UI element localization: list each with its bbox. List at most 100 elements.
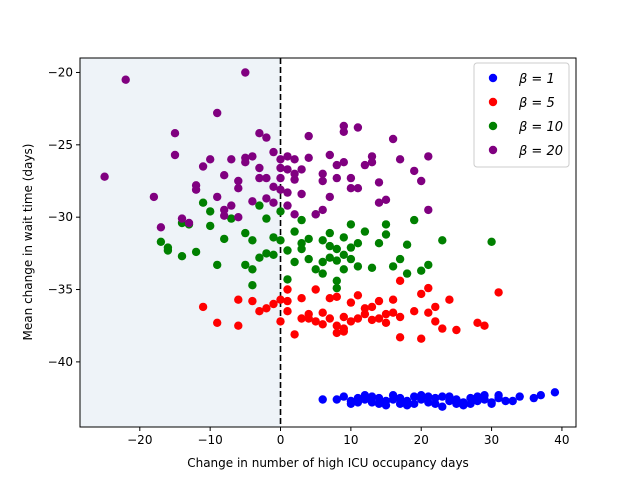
- data-point-series-4: [283, 165, 292, 174]
- data-point-series-4: [177, 214, 187, 223]
- data-point-series-4: [290, 169, 299, 178]
- data-point-series-4: [410, 166, 419, 176]
- x-tick-label: −20: [127, 433, 152, 447]
- data-point-series-4: [184, 218, 194, 228]
- data-point-series-2: [395, 312, 405, 322]
- data-point-series-3: [255, 253, 264, 262]
- data-point-series-1: [353, 398, 363, 407]
- data-point-series-3: [438, 236, 447, 245]
- data-point-series-3: [388, 262, 398, 271]
- data-point-series-2: [325, 294, 334, 303]
- data-point-series-3: [424, 260, 433, 270]
- data-point-series-4: [269, 147, 278, 157]
- legend-label: β = 10: [518, 120, 563, 135]
- data-point-series-3: [206, 207, 215, 216]
- data-point-series-4: [255, 163, 264, 173]
- data-point-series-2: [276, 295, 285, 304]
- data-point-series-3: [213, 260, 222, 270]
- data-point-series-3: [206, 221, 215, 231]
- data-point-series-1: [459, 401, 468, 410]
- data-point-series-3: [241, 228, 250, 238]
- data-point-series-4: [424, 205, 433, 215]
- legend-label: β = 1: [518, 72, 555, 87]
- data-point-series-2: [339, 312, 348, 322]
- data-point-series-1: [332, 395, 341, 404]
- x-tick-label: −10: [197, 433, 222, 447]
- data-point-series-4: [395, 155, 405, 164]
- data-point-series-4: [269, 182, 278, 191]
- data-point-series-4: [276, 155, 285, 164]
- data-point-series-1: [417, 391, 426, 400]
- data-point-series-4: [100, 172, 109, 181]
- data-point-series-2: [367, 315, 377, 325]
- data-point-series-3: [290, 257, 299, 267]
- data-point-series-2: [410, 307, 419, 316]
- data-point-series-4: [156, 223, 166, 232]
- data-point-series-3: [283, 246, 292, 255]
- data-point-series-2: [248, 296, 257, 306]
- data-point-series-2: [304, 314, 313, 323]
- legend-marker: [488, 97, 498, 107]
- data-point-series-4: [227, 155, 236, 164]
- data-point-series-3: [417, 266, 426, 275]
- data-point-series-2: [325, 314, 334, 323]
- data-point-series-1: [388, 391, 398, 400]
- data-point-series-1: [367, 392, 377, 401]
- data-point-series-1: [508, 396, 517, 406]
- data-point-series-3: [276, 236, 285, 245]
- data-point-series-4: [255, 173, 264, 183]
- data-point-series-4: [283, 201, 292, 210]
- data-point-series-2: [353, 314, 363, 323]
- data-point-series-2: [381, 309, 391, 319]
- data-point-series-2: [332, 321, 341, 330]
- data-point-series-2: [198, 302, 208, 312]
- data-point-series-4: [170, 129, 180, 138]
- data-point-series-1: [431, 399, 440, 408]
- data-point-series-3: [339, 265, 348, 274]
- data-point-series-3: [227, 214, 236, 223]
- data-point-series-4: [332, 160, 341, 170]
- data-point-series-1: [480, 391, 489, 400]
- data-point-series-1: [410, 399, 419, 408]
- data-point-series-3: [346, 243, 356, 252]
- x-tick-label: 20: [414, 433, 429, 447]
- data-point-series-4: [346, 184, 356, 193]
- data-point-series-4: [248, 152, 257, 161]
- data-point-series-4: [269, 198, 278, 207]
- data-point-series-2: [417, 289, 426, 299]
- data-point-series-4: [325, 150, 334, 160]
- data-point-series-3: [487, 237, 496, 246]
- data-point-series-4: [121, 75, 130, 84]
- data-point-series-2: [234, 295, 243, 304]
- data-point-series-3: [262, 214, 271, 223]
- data-point-series-4: [241, 68, 250, 77]
- data-point-series-1: [360, 391, 370, 400]
- data-point-series-4: [304, 131, 313, 141]
- data-point-series-3: [269, 233, 278, 242]
- data-point-series-3: [332, 244, 341, 254]
- data-point-series-4: [290, 175, 299, 184]
- data-point-series-4: [191, 185, 201, 194]
- data-point-series-3: [248, 265, 257, 274]
- data-point-series-4: [276, 185, 285, 194]
- x-axis-label: Change in number of high ICU occupancy d…: [187, 456, 469, 470]
- y-tick-label: −40: [48, 355, 73, 369]
- data-point-series-4: [213, 192, 222, 202]
- data-point-series-2: [283, 296, 292, 306]
- data-point-series-4: [255, 129, 264, 138]
- data-point-series-3: [177, 252, 187, 261]
- data-point-series-1: [346, 399, 356, 408]
- data-point-series-3: [290, 227, 299, 236]
- y-tick-label: −35: [48, 283, 73, 297]
- data-point-series-4: [325, 192, 334, 202]
- data-point-series-4: [297, 165, 306, 174]
- data-point-series-1: [501, 396, 510, 406]
- data-point-series-3: [325, 228, 334, 238]
- legend-box: [473, 62, 570, 168]
- data-point-series-1: [529, 393, 538, 403]
- data-point-series-1: [466, 399, 475, 408]
- data-point-series-4: [290, 155, 299, 164]
- data-point-series-3: [332, 283, 341, 293]
- data-point-series-2: [213, 318, 222, 327]
